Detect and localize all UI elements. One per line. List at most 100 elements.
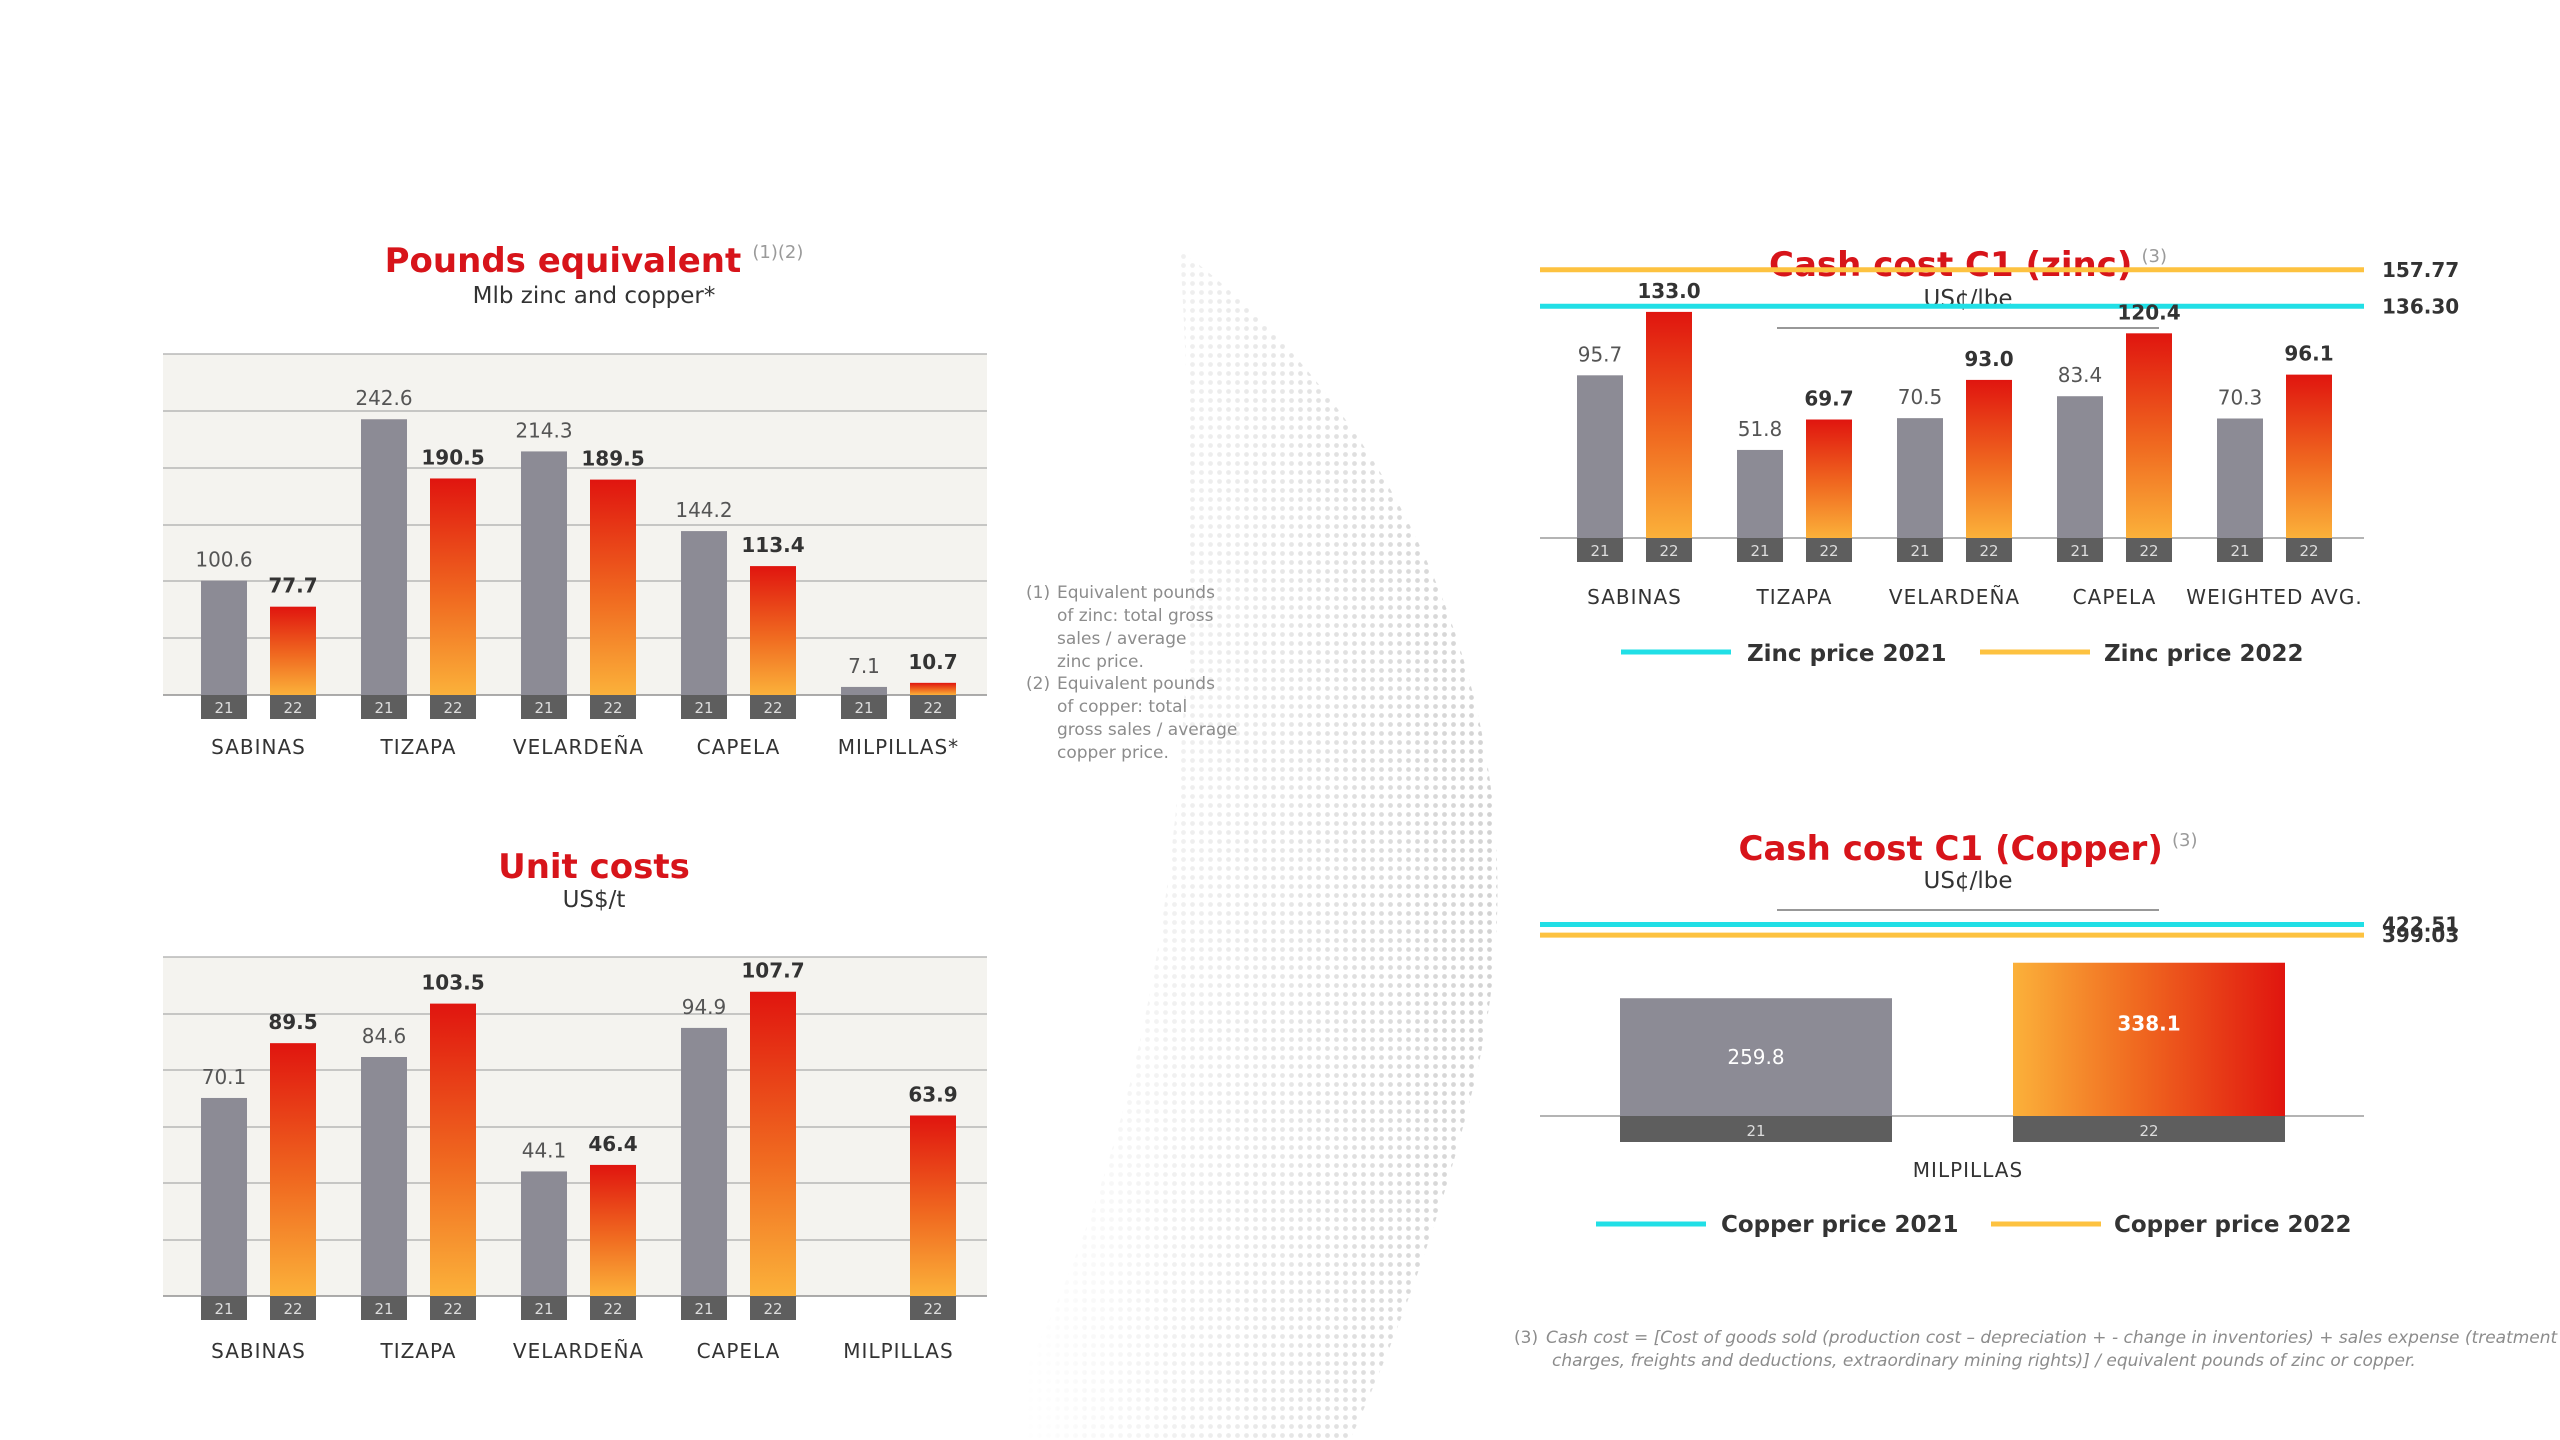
legend-label: Zinc price 2022 [2104, 641, 2304, 667]
year-tag [1897, 538, 1943, 562]
data-label: 133.0 [1637, 279, 1700, 303]
year-tag-label: 21 [2070, 542, 2089, 560]
year-tag [270, 1296, 316, 1320]
data-label: 120.4 [2117, 300, 2180, 324]
year-tag-label: 22 [1979, 542, 1998, 560]
category-label: VELARDEÑA [513, 1339, 644, 1363]
year-tag [201, 1296, 247, 1320]
year-tag [910, 1296, 956, 1320]
year-tag-label: 22 [1819, 542, 1838, 560]
data-label: 214.3 [515, 418, 572, 442]
chart-title: Cash cost C1 (Copper) (3) [1739, 829, 2198, 869]
footnote-3-mark: (3) [1514, 1328, 1538, 1348]
bar-2022 [2126, 333, 2172, 538]
data-label: 259.8 [1727, 1045, 1784, 1069]
bar-2021 [361, 419, 407, 695]
note-2-line: gross sales / average [1057, 720, 1237, 740]
data-label: 103.5 [421, 971, 484, 995]
bar-2021 [201, 580, 247, 695]
year-tag [590, 695, 636, 719]
year-tag-label: 22 [443, 1300, 462, 1318]
year-tag-label: 21 [1910, 542, 1929, 560]
year-tag [201, 695, 247, 719]
year-tag-label: 22 [2139, 542, 2158, 560]
year-tag-label: 21 [1750, 542, 1769, 560]
data-label: 144.2 [675, 498, 732, 522]
category-label: TIZAPA [380, 1339, 457, 1363]
reference-line-label: 422.51 [2382, 912, 2459, 936]
bar-2022 [590, 1164, 636, 1296]
bar-2021 [1737, 449, 1783, 538]
data-label: 84.6 [362, 1024, 407, 1048]
category-label: CAPELA [697, 1339, 781, 1363]
data-label: 189.5 [581, 447, 644, 471]
bar-2022 [430, 1003, 476, 1296]
reference-line-label: 136.30 [2382, 294, 2459, 318]
bar-2022 [2013, 962, 2285, 1116]
year-tag [430, 1296, 476, 1320]
category-label: SABINAS [211, 735, 306, 759]
data-label: 113.4 [741, 533, 804, 557]
data-label: 94.9 [682, 995, 727, 1019]
data-label: 107.7 [741, 959, 804, 983]
data-label: 96.1 [2284, 342, 2333, 366]
bar-2022 [750, 991, 796, 1296]
year-tag-label: 22 [443, 699, 462, 717]
legend: Zinc price 2021 Zinc price 2022 [1621, 641, 2304, 667]
category-label: WEIGHTED AVG. [2186, 585, 2362, 609]
pounds-equivalent-chart: Pounds equivalent (1)(2) Mlb zinc and co… [163, 241, 987, 759]
data-label: 46.4 [588, 1132, 637, 1156]
year-tag [361, 695, 407, 719]
year-tag-label: 21 [534, 699, 553, 717]
bar-2021 [2217, 418, 2263, 538]
bar-2021 [521, 451, 567, 695]
bar-2021 [361, 1057, 407, 1296]
chart-title: Pounds equivalent (1)(2) [385, 241, 804, 281]
note-1-line: sales / average [1057, 629, 1186, 649]
year-tag [430, 695, 476, 719]
year-tag-label: 22 [603, 699, 622, 717]
category-label: TIZAPA [380, 735, 457, 759]
footnote-3-line: Cash cost = [Cost of goods sold (product… [1546, 1328, 2559, 1348]
bars: 100.6 21 77.7 22 SABINAS 242.6 21 190.5 22 TIZAPA… [163, 386, 987, 759]
data-label: 44.1 [522, 1138, 567, 1162]
year-tag-label: 21 [2230, 542, 2249, 560]
note-2-line: copper price. [1057, 743, 1169, 763]
bar-2022 [910, 1115, 956, 1296]
chart-subtitle: US$/t [563, 887, 626, 913]
chart-subtitle: Mlb zinc and copper* [473, 283, 716, 309]
year-tag-label: 22 [603, 1300, 622, 1318]
dotted-globe-decoration [990, 250, 1498, 1440]
data-label: 63.9 [908, 1082, 957, 1106]
year-tag-label: 22 [2299, 542, 2318, 560]
year-tag [681, 1296, 727, 1320]
year-tag-label: 22 [283, 699, 302, 717]
category-label: VELARDEÑA [1889, 585, 2020, 609]
bar-2022 [1966, 379, 2012, 538]
year-tag-label: 21 [374, 1300, 393, 1318]
data-label: 70.1 [202, 1065, 247, 1089]
legend-label: Zinc price 2021 [1747, 641, 1947, 667]
year-tag-label: 21 [214, 699, 233, 717]
year-tag [750, 1296, 796, 1320]
footnotes-1-2: (1) Equivalent pounds of zinc: total gro… [1026, 583, 1237, 763]
bar-2021 [1897, 418, 1943, 538]
bar-2022 [590, 479, 636, 695]
data-label: 69.7 [1804, 387, 1853, 411]
note-1-line: zinc price. [1057, 652, 1144, 672]
year-tag-label: 22 [923, 1300, 942, 1318]
year-tag-label: 21 [374, 699, 393, 717]
category-label: TIZAPA [1756, 585, 1833, 609]
category-label: CAPELA [697, 735, 781, 759]
bar-2021 [681, 1027, 727, 1296]
year-tag-label: 21 [1590, 542, 1609, 560]
data-label: 70.3 [2218, 385, 2263, 409]
year-tag [521, 1296, 567, 1320]
year-tag [841, 695, 887, 719]
year-tag-label: 22 [923, 699, 942, 717]
data-label: 338.1 [2117, 1011, 2180, 1035]
year-tag [750, 695, 796, 719]
chart-subtitle: US¢/lbe [1924, 868, 2013, 894]
